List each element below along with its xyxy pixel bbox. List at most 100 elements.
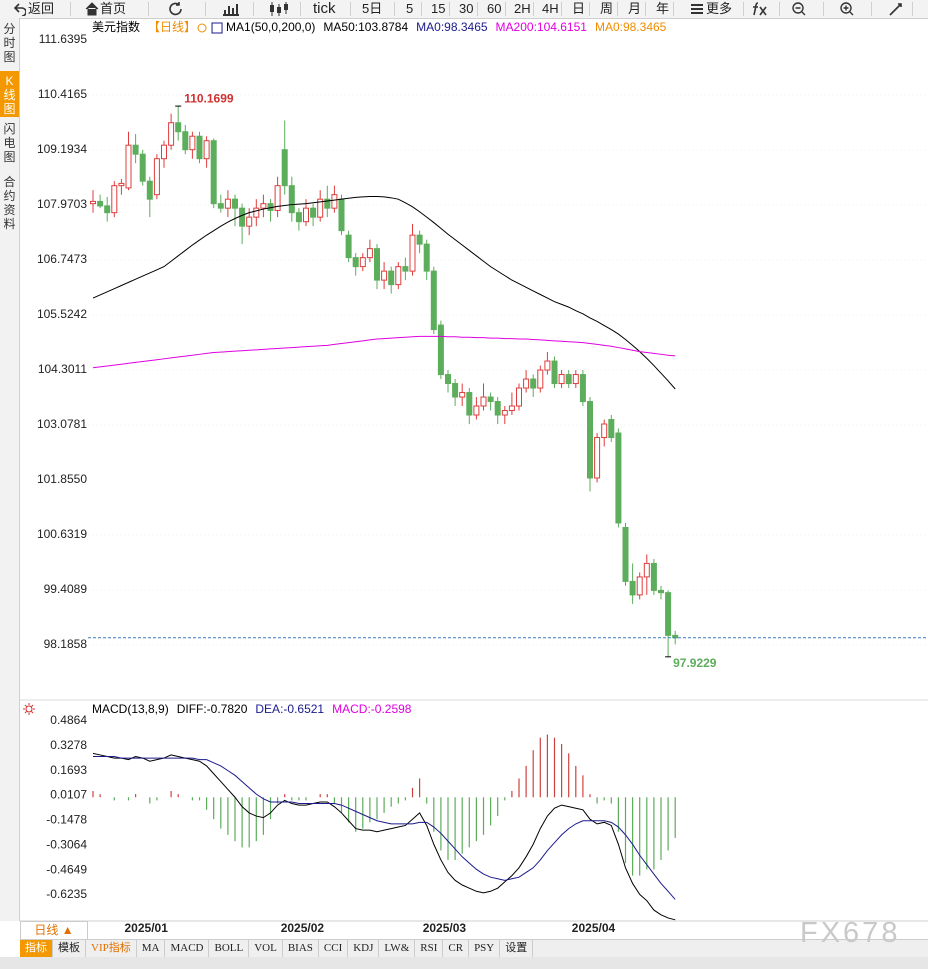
indicator-tab[interactable]: RSI xyxy=(415,940,444,957)
period-button[interactable]: 周 xyxy=(600,1,614,16)
candle-body xyxy=(636,576,643,596)
legend-entry: MACD:-0.2598 xyxy=(332,702,412,716)
indicator-tab[interactable]: KDJ xyxy=(348,940,380,957)
indicator-tab[interactable]: CR xyxy=(443,940,470,957)
chart-icon[interactable] xyxy=(222,2,240,16)
candle-body xyxy=(161,144,167,160)
candle-body xyxy=(324,198,331,209)
period-button[interactable]: 5日 xyxy=(362,1,383,16)
side-tab[interactable]: 分时图 xyxy=(3,22,16,64)
candle-body xyxy=(445,374,451,385)
indicator-tab[interactable]: PSY xyxy=(469,940,501,957)
candle-body xyxy=(359,257,366,268)
candle-body xyxy=(224,198,231,209)
period-selector[interactable]: 日线 ▲ xyxy=(20,921,88,940)
side-tab[interactable]: K线图 xyxy=(0,71,19,117)
period-button[interactable]: 15 xyxy=(431,1,446,16)
candle-body xyxy=(452,383,459,398)
side-tab[interactable]: 合约资料 xyxy=(3,175,16,231)
more-button[interactable]: 更多 xyxy=(706,1,733,16)
zoom-out-icon[interactable] xyxy=(791,2,807,16)
period-button[interactable]: 4H xyxy=(542,1,559,16)
candle-body xyxy=(125,144,132,189)
y-tick-label: 0.3278 xyxy=(50,738,87,752)
indicator-tabs: 指标 模板 VIP指标 MA MACD BOLL VOL BIAS CCI KDJ LW& RSI CR… xyxy=(20,939,928,958)
chart-title: MACD(13,8,9) xyxy=(92,702,169,716)
sidebar: 分时图 K线图 闪电图 合约资料 xyxy=(0,18,20,921)
toolbar: 返回 首页 tick 5日 5 15 30 60 2H 4H 日 周 月 年 更… xyxy=(0,0,928,19)
tick-button[interactable]: tick xyxy=(313,0,336,17)
candle-body xyxy=(601,423,608,439)
y-tick-label: 103.0781 xyxy=(37,417,87,431)
legend-entry: MA50:103.8784 xyxy=(323,20,408,34)
fx-icon[interactable] xyxy=(752,2,770,16)
candle-body xyxy=(629,580,636,596)
indicator-tab[interactable]: MA xyxy=(137,940,166,957)
candle-body xyxy=(622,526,629,582)
candle-body xyxy=(473,405,480,416)
legend-entry: MA200:104.6151 xyxy=(496,20,588,34)
candle-body xyxy=(352,257,359,268)
indicator-line xyxy=(93,756,676,900)
candle-body xyxy=(537,369,544,389)
draw-icon[interactable] xyxy=(888,2,904,16)
candle-icon[interactable] xyxy=(268,2,290,16)
indicator-tab[interactable]: BIAS xyxy=(283,940,319,957)
candle-body xyxy=(288,185,295,214)
candle-body xyxy=(281,149,288,187)
footer-strip xyxy=(0,957,928,969)
period-button[interactable]: 5 xyxy=(406,1,414,16)
candle-body xyxy=(146,180,153,200)
period-button[interactable]: 30 xyxy=(459,1,474,16)
period-button[interactable]: 年 xyxy=(656,1,670,16)
candle-body xyxy=(466,392,473,416)
period-button[interactable]: 60 xyxy=(487,1,502,16)
indicator-tab[interactable]: 设置 xyxy=(500,940,534,957)
candle-body xyxy=(437,324,444,376)
candle-body xyxy=(295,212,302,223)
legend-entry: MA1(50,0,200,0) xyxy=(226,20,315,34)
candle-body xyxy=(175,122,182,133)
candle-body xyxy=(516,387,522,407)
y-tick-label: -0.1478 xyxy=(46,813,87,827)
period-label: 【日线】 xyxy=(148,20,196,34)
y-tick-label: 0.0107 xyxy=(50,788,87,802)
watermark: FX678 xyxy=(800,917,901,949)
back-button[interactable]: 返回 xyxy=(28,1,55,16)
menu-icon[interactable] xyxy=(690,2,704,16)
candle-body xyxy=(317,198,324,218)
indicator-tab[interactable]: MACD xyxy=(165,940,210,957)
back-icon[interactable] xyxy=(14,2,26,16)
x-tick-label: 2025/01 xyxy=(125,921,169,935)
y-tick-label: 107.9703 xyxy=(37,197,87,211)
home-button[interactable]: 首页 xyxy=(100,1,127,16)
candle-body xyxy=(523,378,530,389)
indicator-tab[interactable]: VOL xyxy=(249,940,283,957)
candle-body xyxy=(260,203,267,209)
indicator-tab[interactable]: VIP指标 xyxy=(86,940,137,957)
indicator-tab[interactable]: CCI xyxy=(319,940,349,957)
sun-icon xyxy=(23,703,35,715)
period-button[interactable]: 日 xyxy=(572,1,586,16)
zoom-in-icon[interactable] xyxy=(839,2,855,16)
refresh-icon[interactable] xyxy=(168,2,184,16)
period-button[interactable]: 2H xyxy=(514,1,531,16)
candle-body xyxy=(395,266,402,286)
candle-body xyxy=(650,562,657,591)
candle-body xyxy=(189,135,196,151)
candle-body xyxy=(210,140,217,205)
indicator-tab[interactable]: LW& xyxy=(379,940,416,957)
indicator-line xyxy=(92,752,676,921)
candle-body xyxy=(274,185,281,211)
indicator-tab[interactable]: 模板 xyxy=(53,940,86,957)
candle-body xyxy=(97,200,104,207)
home-icon[interactable] xyxy=(85,2,99,16)
period-button[interactable]: 月 xyxy=(628,1,642,16)
y-tick-label: 109.1934 xyxy=(37,142,87,156)
side-tab[interactable]: 闪电图 xyxy=(3,122,16,164)
indicator-tab[interactable]: BOLL xyxy=(209,940,250,957)
indicator-tab[interactable]: 指标 xyxy=(20,940,53,957)
legend-entry: MA0:98.3465 xyxy=(416,20,488,34)
candle-body xyxy=(303,207,309,223)
candle-body xyxy=(139,153,146,182)
